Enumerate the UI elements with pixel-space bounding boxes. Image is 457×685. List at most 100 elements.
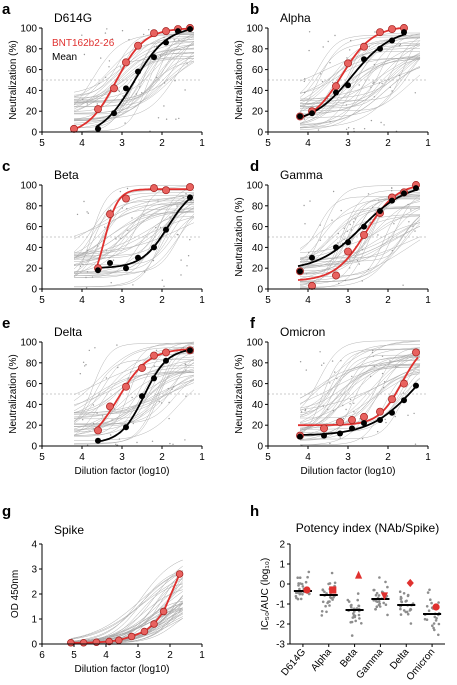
individual-point: [121, 207, 124, 209]
individual-point: [329, 382, 331, 384]
individual-point: [96, 412, 98, 414]
mean-point: [297, 268, 303, 275]
individual-point: [325, 610, 328, 614]
y-tick-label: 20: [26, 264, 38, 275]
individual-point: [349, 398, 352, 401]
mean-point: [349, 425, 355, 432]
individual-point: [433, 615, 437, 619]
panel-title: Potency index (NAb/Spike): [296, 521, 439, 535]
x-axis-label: Dilution factor (log10): [300, 466, 395, 477]
bnt-point: [122, 194, 130, 203]
individual-point: [426, 591, 430, 594]
individual-curve: [73, 353, 194, 414]
individual-point: [130, 371, 132, 373]
individual-curve: [73, 48, 195, 106]
individual-point: [358, 84, 360, 86]
individual-point: [304, 409, 307, 411]
panel-title: Beta: [54, 168, 79, 182]
y-tick-label: 20: [252, 264, 264, 275]
individual-curve: [73, 372, 194, 407]
individual-point: [332, 81, 334, 84]
individual-point: [163, 82, 166, 84]
individual-curve: [299, 40, 421, 128]
individual-point: [178, 39, 180, 41]
individual-point: [81, 34, 83, 36]
individual-point: [393, 223, 395, 225]
x-tick-label: 3: [119, 295, 125, 306]
individual-point: [321, 80, 324, 83]
individual-point: [358, 263, 360, 265]
mean-point: [163, 39, 169, 46]
individual-point: [384, 418, 386, 421]
individual-point: [375, 600, 378, 603]
x-tick-label: 2: [385, 138, 391, 149]
individual-curve: [299, 365, 421, 432]
bnt-point: [360, 42, 368, 51]
individual-point: [319, 224, 321, 226]
bnt-point: [122, 58, 130, 67]
bnt-point: [150, 620, 158, 628]
individual-curve: [74, 374, 195, 415]
individual-point: [356, 592, 360, 595]
individual-point: [343, 238, 345, 240]
individual-curve: [73, 359, 194, 423]
individual-point: [338, 282, 340, 285]
y-tick-label: 40: [26, 243, 38, 254]
individual-point: [85, 287, 88, 289]
individual-point: [350, 620, 354, 624]
y-tick-label: 80: [252, 201, 264, 212]
individual-curve: [74, 52, 195, 119]
individual-point: [409, 607, 412, 611]
individual-point: [97, 245, 99, 247]
individual-point: [347, 600, 351, 603]
individual-curve: [300, 370, 421, 446]
individual-point: [167, 387, 169, 390]
individual-curve: [299, 43, 421, 107]
individual-point: [372, 355, 374, 357]
individual-point: [332, 190, 335, 193]
bnt-point: [348, 416, 356, 424]
x-tick-label: 2: [385, 452, 391, 463]
individual-curve: [73, 42, 195, 108]
individual-curve: [299, 349, 421, 436]
individual-curve: [74, 360, 195, 427]
individual-point: [323, 362, 325, 364]
panel-h: h Potency index (NAb/Spike) -3 -2 -1 0 1 2 D614G…: [250, 503, 445, 683]
mean-point: [389, 37, 395, 44]
individual-point: [399, 43, 402, 46]
individual-point: [371, 351, 374, 354]
individual-point: [141, 92, 143, 94]
panel-a: a D614G 0 20 40 60 80 100 5 4 3 2 1 Neutralization (%…: [2, 1, 205, 149]
individual-point: [143, 214, 145, 216]
individual-point: [361, 249, 364, 251]
panel-e: e Delta 0 20 40 60 80 100 5 4 3 2 1 Neutralization (%…: [2, 315, 205, 477]
individual-point: [185, 369, 187, 371]
individual-point: [412, 225, 414, 227]
individual-curve: [299, 226, 421, 268]
individual-point: [371, 206, 374, 208]
individual-curve: [70, 572, 183, 642]
individual-curve: [299, 353, 421, 423]
individual-curve: [73, 37, 194, 98]
individual-point: [354, 218, 356, 220]
individual-point: [87, 212, 90, 214]
individual-point: [370, 119, 373, 122]
individual-curve: [299, 214, 421, 259]
mean-point: [309, 254, 315, 261]
individual-curves: [70, 559, 184, 644]
y-tick-label: 80: [252, 44, 264, 55]
y-tick-label: 80: [252, 358, 264, 369]
individual-curve: [73, 58, 194, 112]
individual-point: [382, 601, 386, 605]
individual-point: [431, 624, 434, 627]
individual-point: [301, 585, 305, 588]
individual-point: [309, 200, 311, 202]
individual-curves: [299, 340, 421, 447]
individual-curve: [300, 195, 421, 282]
individual-point: [295, 591, 298, 594]
y-tick-label: 2: [279, 540, 285, 551]
individual-point: [361, 438, 364, 440]
y-tick-label: 100: [246, 338, 263, 349]
panel-g: g Spike 0 1 2 3 4 6 5 4 3 2 1 OD 450nm Dilution factor…: [2, 503, 205, 675]
individual-point: [380, 121, 382, 124]
